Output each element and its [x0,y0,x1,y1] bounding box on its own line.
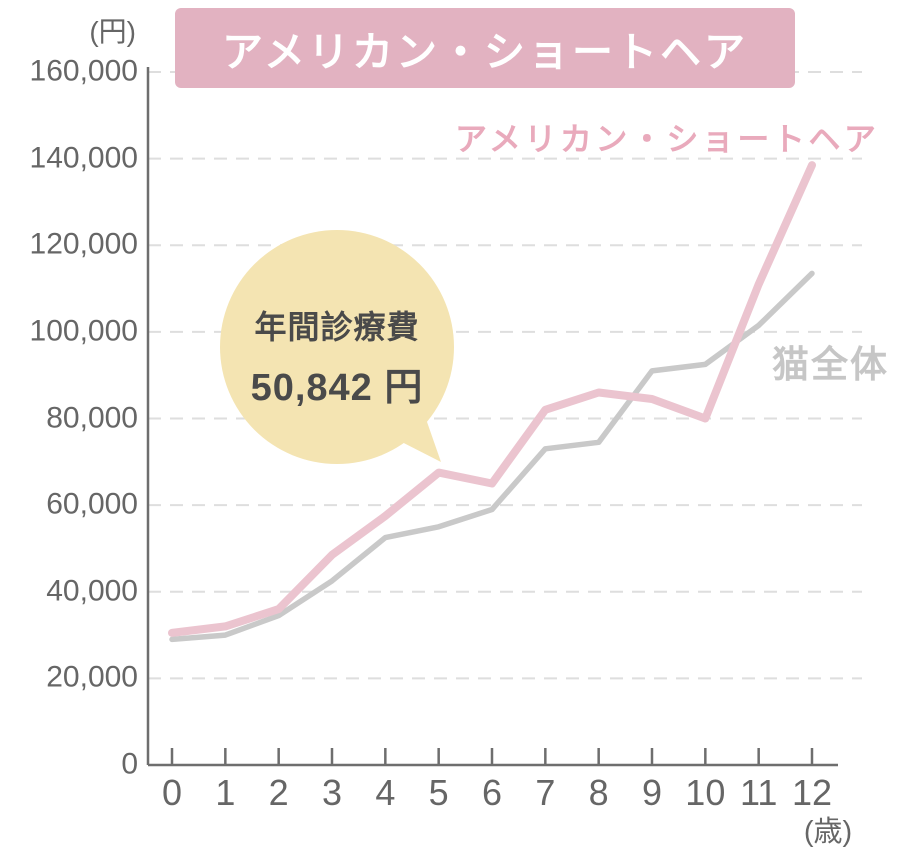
y-tick-label: 0 [121,747,138,781]
series-label-american-shorthair: アメリカン・ショートヘア [455,121,880,157]
y-tick-label: 20,000 [46,660,138,694]
series-line-all-cats [169,270,815,643]
series-line-american-shorthair [168,161,816,637]
x-tick-label: 6 [481,772,502,813]
x-tick-label: 12 [791,772,833,813]
x-axis-unit-label: (歳) [803,816,853,848]
x-tick-label: 1 [215,772,236,813]
y-tick-label: 60,000 [46,487,138,521]
y-tick-label: 140,000 [29,140,138,174]
x-tick-label: 2 [268,772,289,813]
y-tick-label: 160,000 [29,54,138,88]
x-tick-label: 0 [161,772,183,813]
x-tick-label: 3 [321,772,342,813]
series-label-all-cats: 猫全体 [772,344,889,385]
x-tick-label: 9 [641,772,662,813]
x-tick-label: 11 [739,772,778,813]
annual-cost-callout: 年間診療費 50,842 円 [222,302,452,411]
x-tick-label: 10 [685,772,726,813]
chart-title: アメリカン・ショートヘア [222,29,748,75]
callout-title: 年間診療費 [254,309,420,345]
x-tick-label: 7 [535,772,556,813]
y-tick-label: 80,000 [46,400,138,434]
callout-bubble [220,230,454,464]
x-tick-label: 8 [588,772,609,813]
chart-title-banner: アメリカン・ショートヘア [175,8,795,88]
y-tick-label: 100,000 [29,314,138,348]
x-tick-label: 4 [375,772,396,813]
y-tick-label: 120,000 [29,227,138,261]
x-tick-label: 5 [428,772,449,813]
y-tick-label: 40,000 [46,574,138,608]
callout-value: 50,842 円 [250,367,424,409]
y-axis-unit-label: (円) [89,16,136,47]
